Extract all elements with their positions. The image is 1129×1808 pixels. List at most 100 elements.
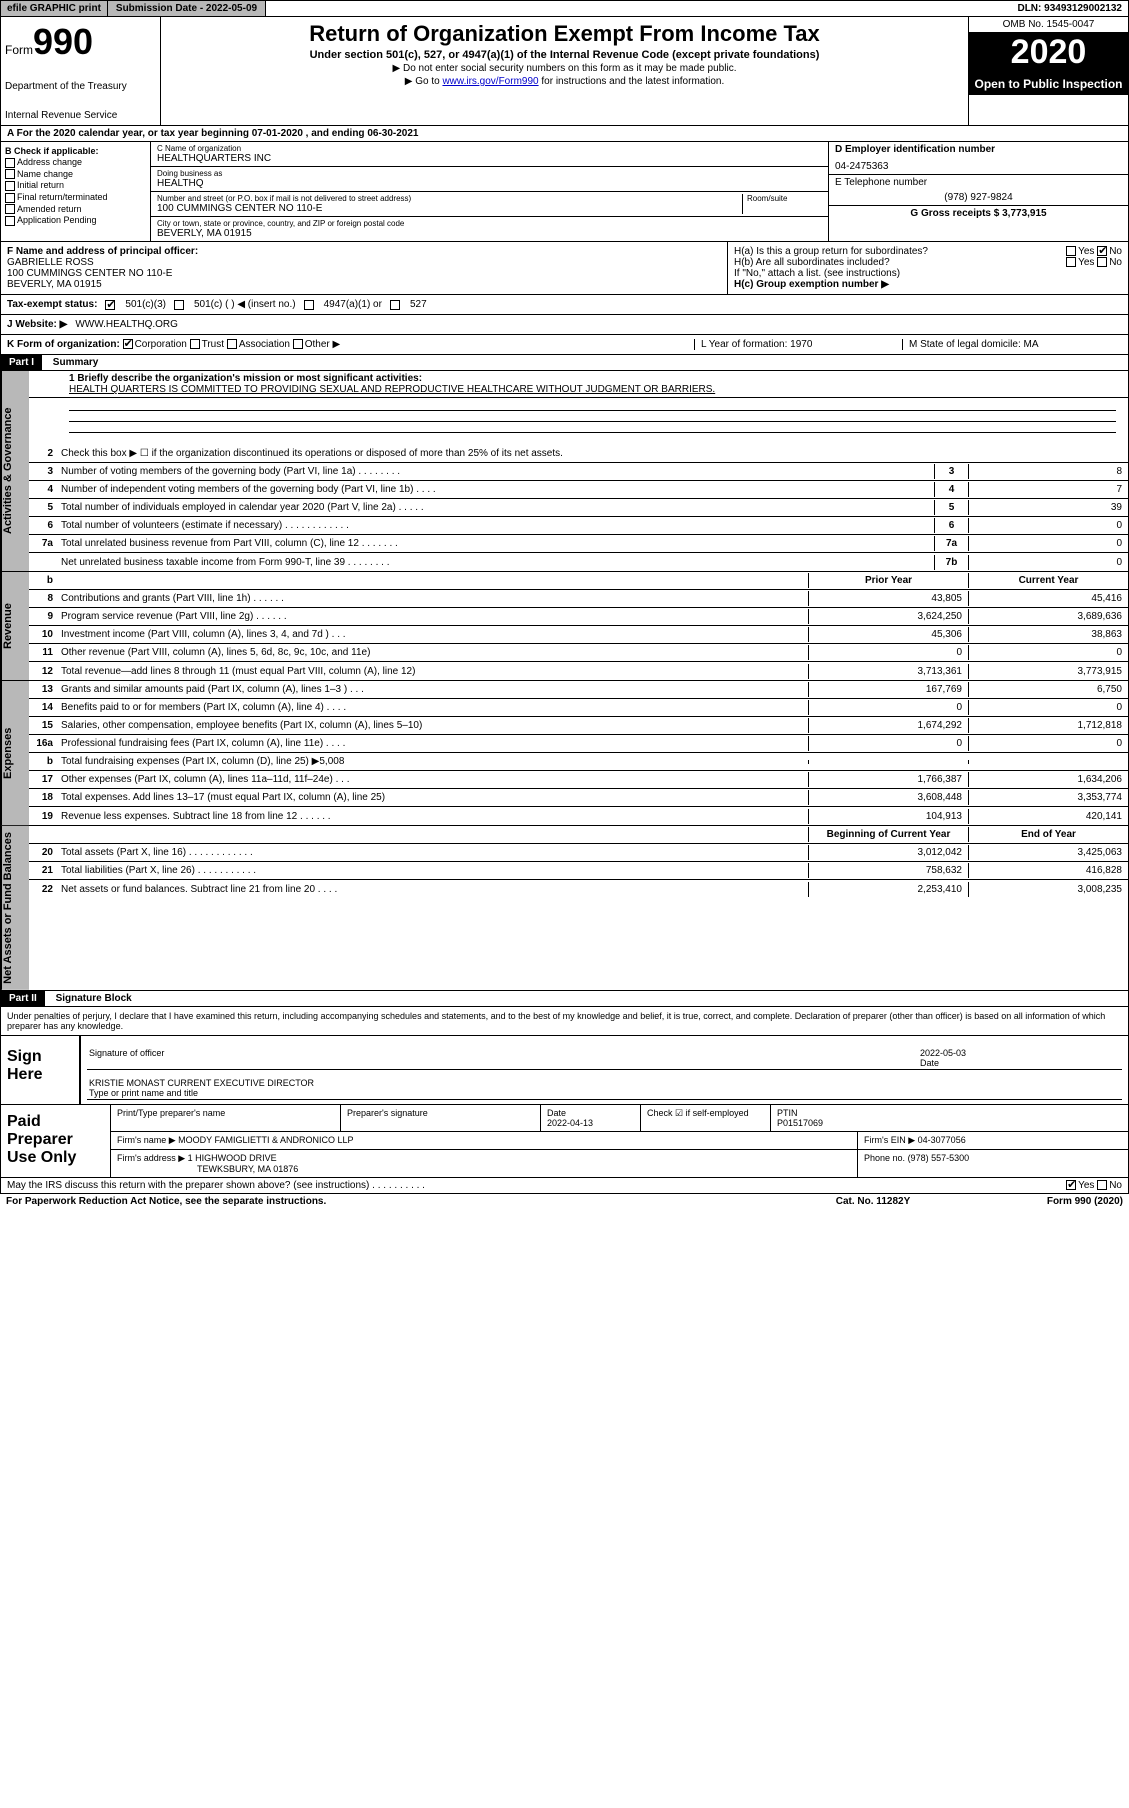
part2-badge: Part II [1, 991, 45, 1006]
current-value: 0 [968, 700, 1128, 715]
checkbox-icon[interactable] [1066, 257, 1076, 267]
preparer-name-lbl: Print/Type preparer's name [111, 1105, 341, 1131]
checkbox-icon[interactable] [5, 193, 15, 203]
efile-label[interactable]: efile GRAPHIC print [1, 1, 108, 16]
row-a-text: A For the 2020 calendar year, or tax yea… [7, 128, 418, 139]
officer-cell: F Name and address of principal officer:… [1, 242, 728, 294]
current-value: 3,008,235 [968, 882, 1128, 897]
checkbox-icon[interactable] [5, 204, 15, 214]
tax-501c: 501(c) ( ) ◀ (insert no.) [194, 299, 296, 310]
bottom-row: For Paperwork Reduction Act Notice, see … [0, 1194, 1129, 1209]
line-desc: Benefits paid to or for members (Part IX… [57, 700, 808, 715]
checkbox-icon[interactable] [1066, 246, 1076, 256]
city-cell: City or town, state or province, country… [151, 217, 828, 241]
checkbox-icon[interactable] [293, 339, 303, 349]
ein-cell: D Employer identification number 04-2475… [829, 142, 1128, 175]
line-num: 11 [29, 645, 57, 660]
line-desc: Number of voting members of the governin… [57, 464, 934, 479]
vtab-revenue: Revenue [1, 572, 29, 680]
checkbox-icon[interactable] [1097, 257, 1107, 267]
hc-row: H(c) Group exemption number ▶ [734, 279, 1122, 290]
submission-date: Submission Date - 2022-05-09 [108, 1, 266, 16]
line-2: 2 Check this box ▶ ☐ if the organization… [29, 445, 1128, 463]
prior-value: 43,805 [808, 591, 968, 606]
current-year-hdr: Current Year [968, 573, 1128, 588]
preparer-sig-lbl: Preparer's signature [341, 1105, 541, 1131]
checkbox-icon[interactable] [1097, 1180, 1107, 1190]
form-number: Form990 [5, 21, 156, 63]
line-desc: Total assets (Part X, line 16) . . . . .… [57, 845, 808, 860]
gross-receipts-cell: G Gross receipts $ 3,773,915 [829, 206, 1128, 221]
ha-row: H(a) Is this a group return for subordin… [734, 246, 1122, 257]
cb-application: Application Pending [5, 215, 146, 226]
part1-badge: Part I [1, 355, 42, 370]
line-desc: Salaries, other compensation, employee b… [57, 718, 808, 733]
col-b-header: B Check if applicable: [5, 146, 99, 156]
mission-block: 1 Briefly describe the organization's mi… [29, 371, 1128, 398]
checkbox-icon[interactable] [5, 181, 15, 191]
line-value: 39 [968, 500, 1128, 515]
checkbox-icon[interactable] [390, 300, 400, 310]
table-row: 21 Total liabilities (Part X, line 26) .… [29, 862, 1128, 880]
line-num: 7a [29, 536, 57, 551]
section-expenses: Expenses 13 Grants and similar amounts p… [0, 681, 1129, 826]
dba-label: Doing business as [157, 169, 822, 178]
form-prefix: Form [5, 43, 33, 57]
governance-body: 1 Briefly describe the organization's mi… [29, 371, 1128, 571]
line-num: 20 [29, 845, 57, 860]
line-desc: Professional fundraising fees (Part IX, … [57, 736, 808, 751]
checkbox-checked-icon[interactable] [1066, 1180, 1076, 1190]
line-box: 5 [934, 500, 968, 515]
prior-value: 104,913 [808, 809, 968, 824]
vtab-governance: Activities & Governance [1, 371, 29, 571]
officer-typed-name: KRISTIE MONAST CURRENT EXECUTIVE DIRECTO… [89, 1078, 1120, 1088]
table-row: 8 Contributions and grants (Part VIII, l… [29, 590, 1128, 608]
line-num: 17 [29, 772, 57, 787]
line-num: 22 [29, 882, 57, 897]
current-value: 3,689,636 [968, 609, 1128, 624]
line-desc: Total number of individuals employed in … [57, 500, 934, 515]
org-name-cell: C Name of organization HEALTHQUARTERS IN… [151, 142, 828, 167]
line-num: 8 [29, 591, 57, 606]
checkbox-icon[interactable] [190, 339, 200, 349]
line-num: 5 [29, 500, 57, 515]
checkbox-icon[interactable] [227, 339, 237, 349]
tax-status-row: Tax-exempt status: 501(c)(3) 501(c) ( ) … [0, 295, 1129, 315]
expenses-body: 13 Grants and similar amounts paid (Part… [29, 681, 1128, 825]
date-label: Date [920, 1058, 939, 1068]
checkbox-icon[interactable] [174, 300, 184, 310]
checkbox-icon[interactable] [5, 158, 15, 168]
checkbox-icon[interactable] [5, 169, 15, 179]
current-value: 0 [968, 645, 1128, 660]
line-box: 3 [934, 464, 968, 479]
line-value: 0 [968, 518, 1128, 533]
form-footer: Form 990 (2020) [973, 1196, 1123, 1207]
checkbox-checked-icon[interactable] [105, 300, 115, 310]
current-value: 420,141 [968, 809, 1128, 824]
current-value: 1,712,818 [968, 718, 1128, 733]
checkbox-checked-icon[interactable] [123, 339, 133, 349]
checkbox-icon[interactable] [5, 216, 15, 226]
cat-no: Cat. No. 11282Y [773, 1196, 973, 1207]
cb-final: Final return/terminated [5, 192, 146, 203]
line-desc: Grants and similar amounts paid (Part IX… [57, 682, 808, 697]
blank-num: b [29, 573, 57, 588]
rev-header-row: b Prior Year Current Year [29, 572, 1128, 590]
topbar: efile GRAPHIC print Submission Date - 20… [0, 0, 1129, 17]
omb-number: OMB No. 1545-0047 [969, 17, 1128, 33]
line-box: 7a [934, 536, 968, 551]
paid-preparer-row: Paid Preparer Use Only Print/Type prepar… [1, 1104, 1128, 1177]
officer-addr1: 100 CUMMINGS CENTER NO 110-E [7, 268, 721, 279]
line-num [29, 560, 57, 564]
line-desc: Total revenue—add lines 8 through 11 (mu… [57, 664, 808, 679]
table-row: 22 Net assets or fund balances. Subtract… [29, 880, 1128, 898]
table-row: 10 Investment income (Part VIII, column … [29, 626, 1128, 644]
officer-name-line: KRISTIE MONAST CURRENT EXECUTIVE DIRECTO… [87, 1070, 1122, 1100]
table-row: 15 Salaries, other compensation, employe… [29, 717, 1128, 735]
line-box: 6 [934, 518, 968, 533]
irs-link[interactable]: www.irs.gov/Form990 [442, 76, 538, 87]
line-box: 7b [934, 555, 968, 570]
checkbox-checked-icon[interactable] [1097, 246, 1107, 256]
checkbox-icon[interactable] [304, 300, 314, 310]
k-row: K Form of organization: Corporation Trus… [0, 335, 1129, 355]
